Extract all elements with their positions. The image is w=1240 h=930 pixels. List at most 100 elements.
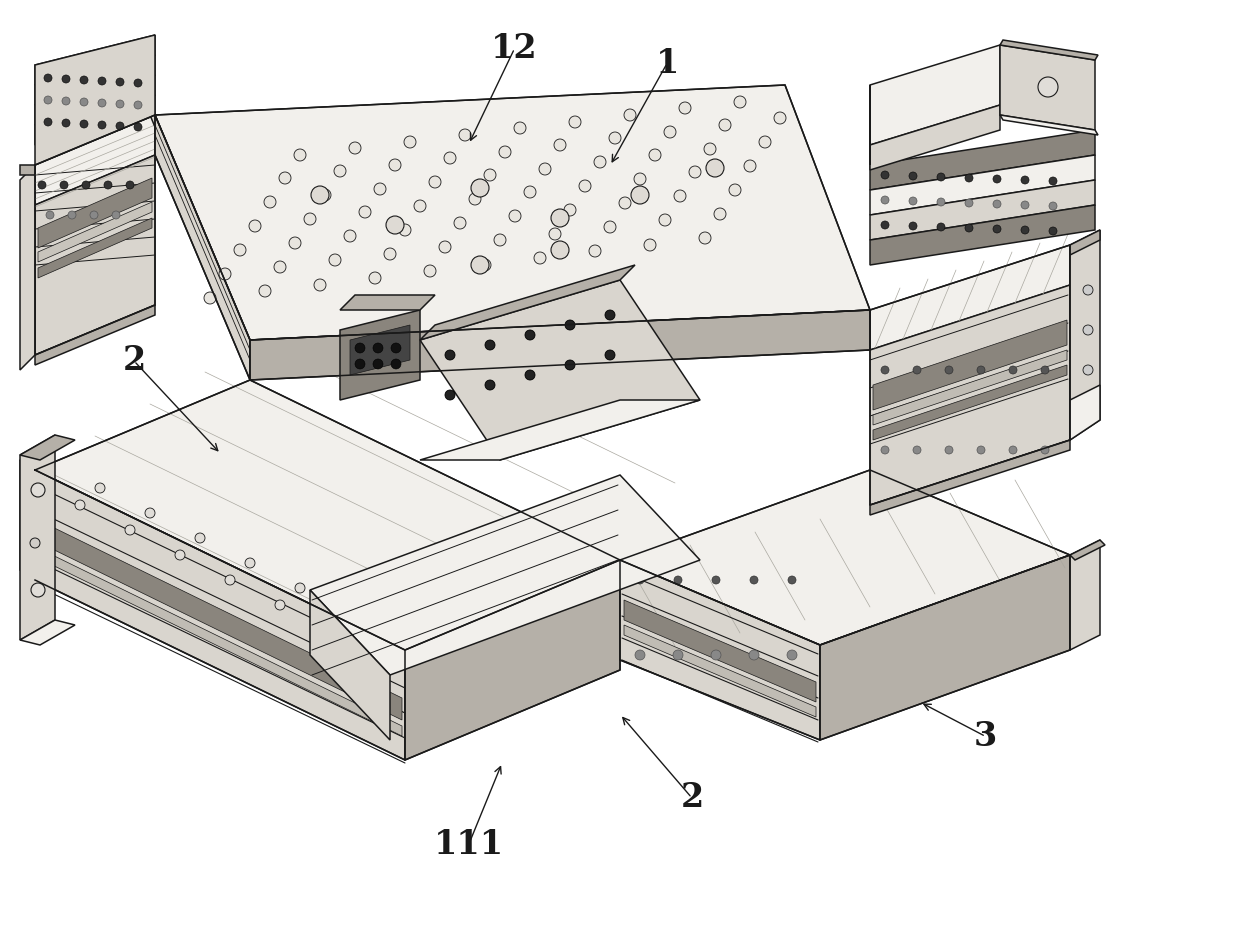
Circle shape — [264, 196, 277, 208]
Circle shape — [370, 272, 381, 284]
Circle shape — [274, 261, 286, 273]
Circle shape — [134, 123, 143, 131]
Circle shape — [31, 583, 45, 597]
Circle shape — [445, 390, 455, 400]
Polygon shape — [20, 460, 35, 580]
Circle shape — [373, 359, 383, 369]
Polygon shape — [870, 180, 1095, 240]
Polygon shape — [38, 520, 402, 720]
Circle shape — [325, 625, 335, 635]
Circle shape — [913, 366, 921, 374]
Circle shape — [479, 259, 491, 271]
Circle shape — [525, 370, 534, 380]
Circle shape — [175, 550, 185, 560]
Circle shape — [744, 160, 756, 172]
Circle shape — [675, 190, 686, 202]
Text: 2: 2 — [123, 344, 145, 378]
Circle shape — [484, 169, 496, 181]
Circle shape — [81, 76, 88, 84]
Circle shape — [675, 576, 682, 584]
Circle shape — [62, 97, 69, 105]
Circle shape — [714, 208, 725, 220]
Circle shape — [749, 650, 759, 660]
Circle shape — [391, 343, 401, 353]
Polygon shape — [1070, 230, 1100, 255]
Polygon shape — [624, 625, 816, 717]
Circle shape — [909, 197, 918, 205]
Circle shape — [704, 143, 715, 155]
Circle shape — [117, 78, 124, 86]
Circle shape — [249, 220, 260, 232]
Circle shape — [609, 132, 621, 144]
Polygon shape — [20, 165, 35, 370]
Circle shape — [104, 181, 112, 189]
Circle shape — [759, 136, 771, 148]
Circle shape — [945, 366, 954, 374]
Polygon shape — [35, 35, 155, 85]
Polygon shape — [873, 320, 1066, 410]
Circle shape — [374, 183, 386, 195]
Circle shape — [1083, 285, 1092, 295]
Polygon shape — [870, 245, 1070, 350]
Circle shape — [134, 101, 143, 109]
Circle shape — [348, 142, 361, 154]
Circle shape — [565, 320, 575, 330]
Circle shape — [589, 245, 601, 257]
Circle shape — [279, 172, 291, 184]
Circle shape — [663, 126, 676, 138]
Circle shape — [38, 181, 46, 189]
Circle shape — [880, 171, 889, 179]
Circle shape — [1049, 227, 1056, 235]
Circle shape — [993, 225, 1001, 233]
Circle shape — [219, 268, 231, 280]
Circle shape — [134, 79, 143, 87]
Circle shape — [404, 136, 415, 148]
Circle shape — [81, 120, 88, 128]
Circle shape — [469, 193, 481, 205]
Polygon shape — [420, 400, 701, 460]
Circle shape — [631, 186, 649, 204]
Polygon shape — [35, 55, 155, 105]
Polygon shape — [873, 365, 1066, 440]
Circle shape — [1021, 226, 1029, 234]
Circle shape — [734, 96, 746, 108]
Circle shape — [126, 181, 134, 189]
Circle shape — [74, 500, 86, 510]
Polygon shape — [620, 560, 820, 740]
Circle shape — [680, 102, 691, 114]
Circle shape — [1049, 202, 1056, 210]
Circle shape — [98, 121, 105, 129]
Circle shape — [750, 576, 758, 584]
Circle shape — [1009, 366, 1017, 374]
Polygon shape — [870, 285, 1070, 505]
Circle shape — [414, 200, 427, 212]
Circle shape — [913, 446, 921, 454]
Circle shape — [384, 248, 396, 260]
Circle shape — [459, 129, 471, 141]
Circle shape — [937, 198, 945, 206]
Circle shape — [43, 96, 52, 104]
Circle shape — [551, 241, 569, 259]
Circle shape — [81, 98, 88, 106]
Circle shape — [605, 350, 615, 360]
Circle shape — [711, 650, 720, 660]
Circle shape — [43, 74, 52, 82]
Circle shape — [1049, 177, 1056, 185]
Circle shape — [579, 180, 591, 192]
Circle shape — [880, 446, 889, 454]
Polygon shape — [35, 95, 155, 145]
Circle shape — [389, 159, 401, 171]
Circle shape — [774, 112, 786, 124]
Circle shape — [454, 217, 466, 229]
Polygon shape — [1070, 230, 1100, 440]
Polygon shape — [38, 178, 153, 248]
Polygon shape — [1070, 385, 1100, 440]
Polygon shape — [820, 555, 1070, 740]
Text: 1: 1 — [656, 46, 678, 80]
Circle shape — [471, 256, 489, 274]
Circle shape — [62, 119, 69, 127]
Circle shape — [498, 146, 511, 158]
Polygon shape — [999, 115, 1097, 135]
Circle shape — [234, 244, 246, 256]
Circle shape — [485, 340, 495, 350]
